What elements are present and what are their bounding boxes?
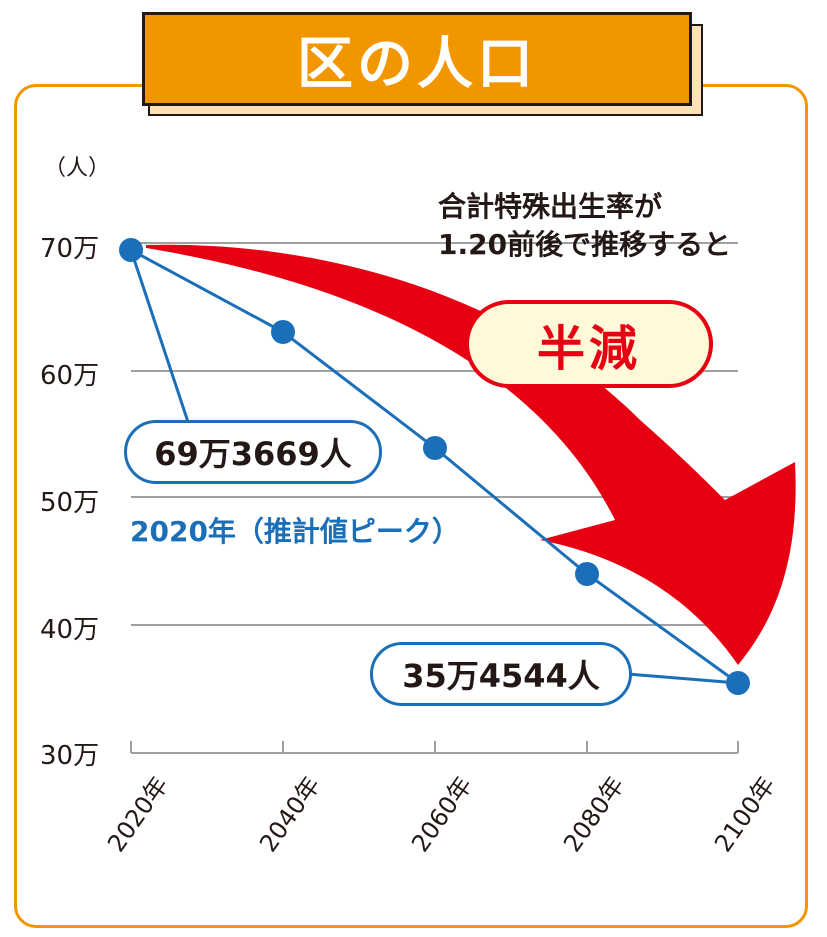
- end-value-callout: 35万4544人: [370, 642, 632, 706]
- annotation-line-2: 1.20前後で推移すると: [438, 228, 732, 261]
- end-value: 35万4544人: [402, 657, 600, 695]
- y-tick-70: 70万: [40, 234, 100, 264]
- data-points: [119, 238, 750, 695]
- y-tick-60: 60万: [40, 361, 100, 391]
- title-banner: 区の人口: [142, 12, 692, 106]
- point-2040: [271, 320, 295, 344]
- y-tick-50: 50万: [40, 488, 100, 518]
- peak-note: 2020年（推計値ピーク）: [130, 515, 460, 548]
- y-tick-30: 30万: [40, 741, 100, 771]
- chart-title: 区の人口: [297, 31, 537, 97]
- point-2020: [119, 238, 143, 262]
- annotation-text: 合計特殊出生率が 1.20前後で推移すると: [438, 188, 731, 264]
- annotation-line-1: 合計特殊出生率が: [438, 190, 663, 223]
- peak-value: 69万3669人: [154, 435, 352, 473]
- decline-arrow-icon: [146, 244, 796, 666]
- y-tick-40: 40万: [40, 615, 100, 645]
- peak-value-callout: 69万3669人: [124, 420, 382, 484]
- half-label: 半減: [536, 321, 641, 377]
- half-badge: 半減: [465, 300, 713, 388]
- point-2100: [726, 671, 750, 695]
- x-axis: [130, 741, 739, 754]
- y-axis-unit: （人）: [44, 156, 111, 181]
- point-2060: [423, 436, 447, 460]
- end-leader-line: [627, 672, 739, 685]
- peak-leader-line: [129, 249, 192, 429]
- point-2080: [575, 562, 599, 586]
